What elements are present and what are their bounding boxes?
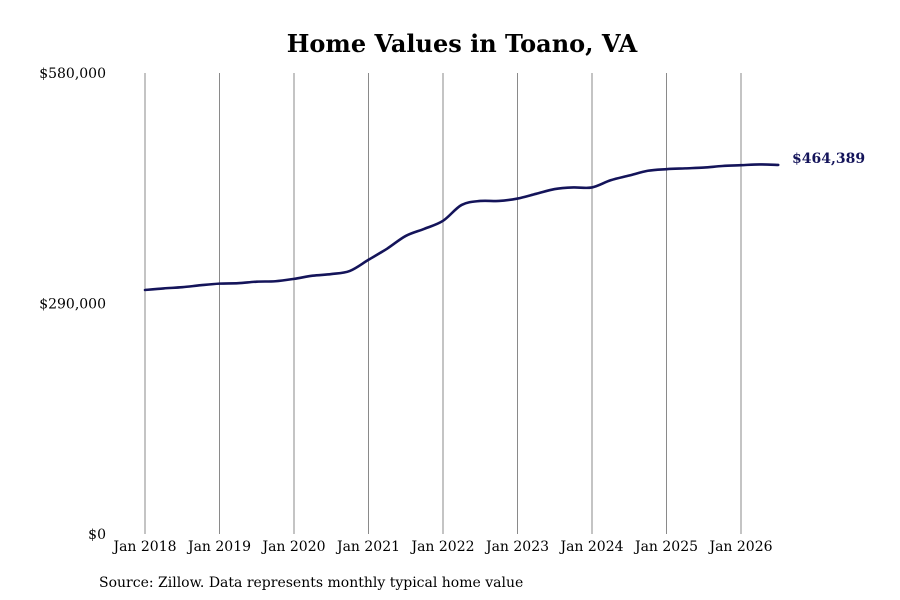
vertical-grid <box>144 73 742 534</box>
end-value-label: $464,389 <box>792 151 865 167</box>
x-tick-label: Jan 2023 <box>484 539 549 555</box>
series-layer <box>143 163 780 292</box>
x-tick-label: Jan 2025 <box>633 539 698 555</box>
x-tick-label: Jan 2024 <box>558 539 623 555</box>
x-axis-ticks: Jan 2018 Jan 2019 Jan 2020 Jan 2021 Jan 2022… <box>111 539 772 555</box>
home-value-line <box>143 163 780 292</box>
x-tick-label: Jan 2021 <box>335 539 400 555</box>
y-tick-label: $290,000 <box>39 297 106 313</box>
x-tick-label: Jan 2026 <box>707 539 772 555</box>
y-tick-label: $580,000 <box>39 66 106 82</box>
y-tick-label: $0 <box>88 527 106 543</box>
chart-title: Home Values in Toano, VA <box>287 29 638 58</box>
x-tick-label: Jan 2019 <box>186 539 251 555</box>
x-tick-label: Jan 2022 <box>409 539 474 555</box>
source-note: Source: Zillow. Data represents monthly … <box>99 575 523 591</box>
y-axis-ticks: $0 $290,000 $580,000 <box>39 66 106 543</box>
x-tick-label: Jan 2020 <box>260 539 325 555</box>
x-tick-label: Jan 2018 <box>111 539 176 555</box>
